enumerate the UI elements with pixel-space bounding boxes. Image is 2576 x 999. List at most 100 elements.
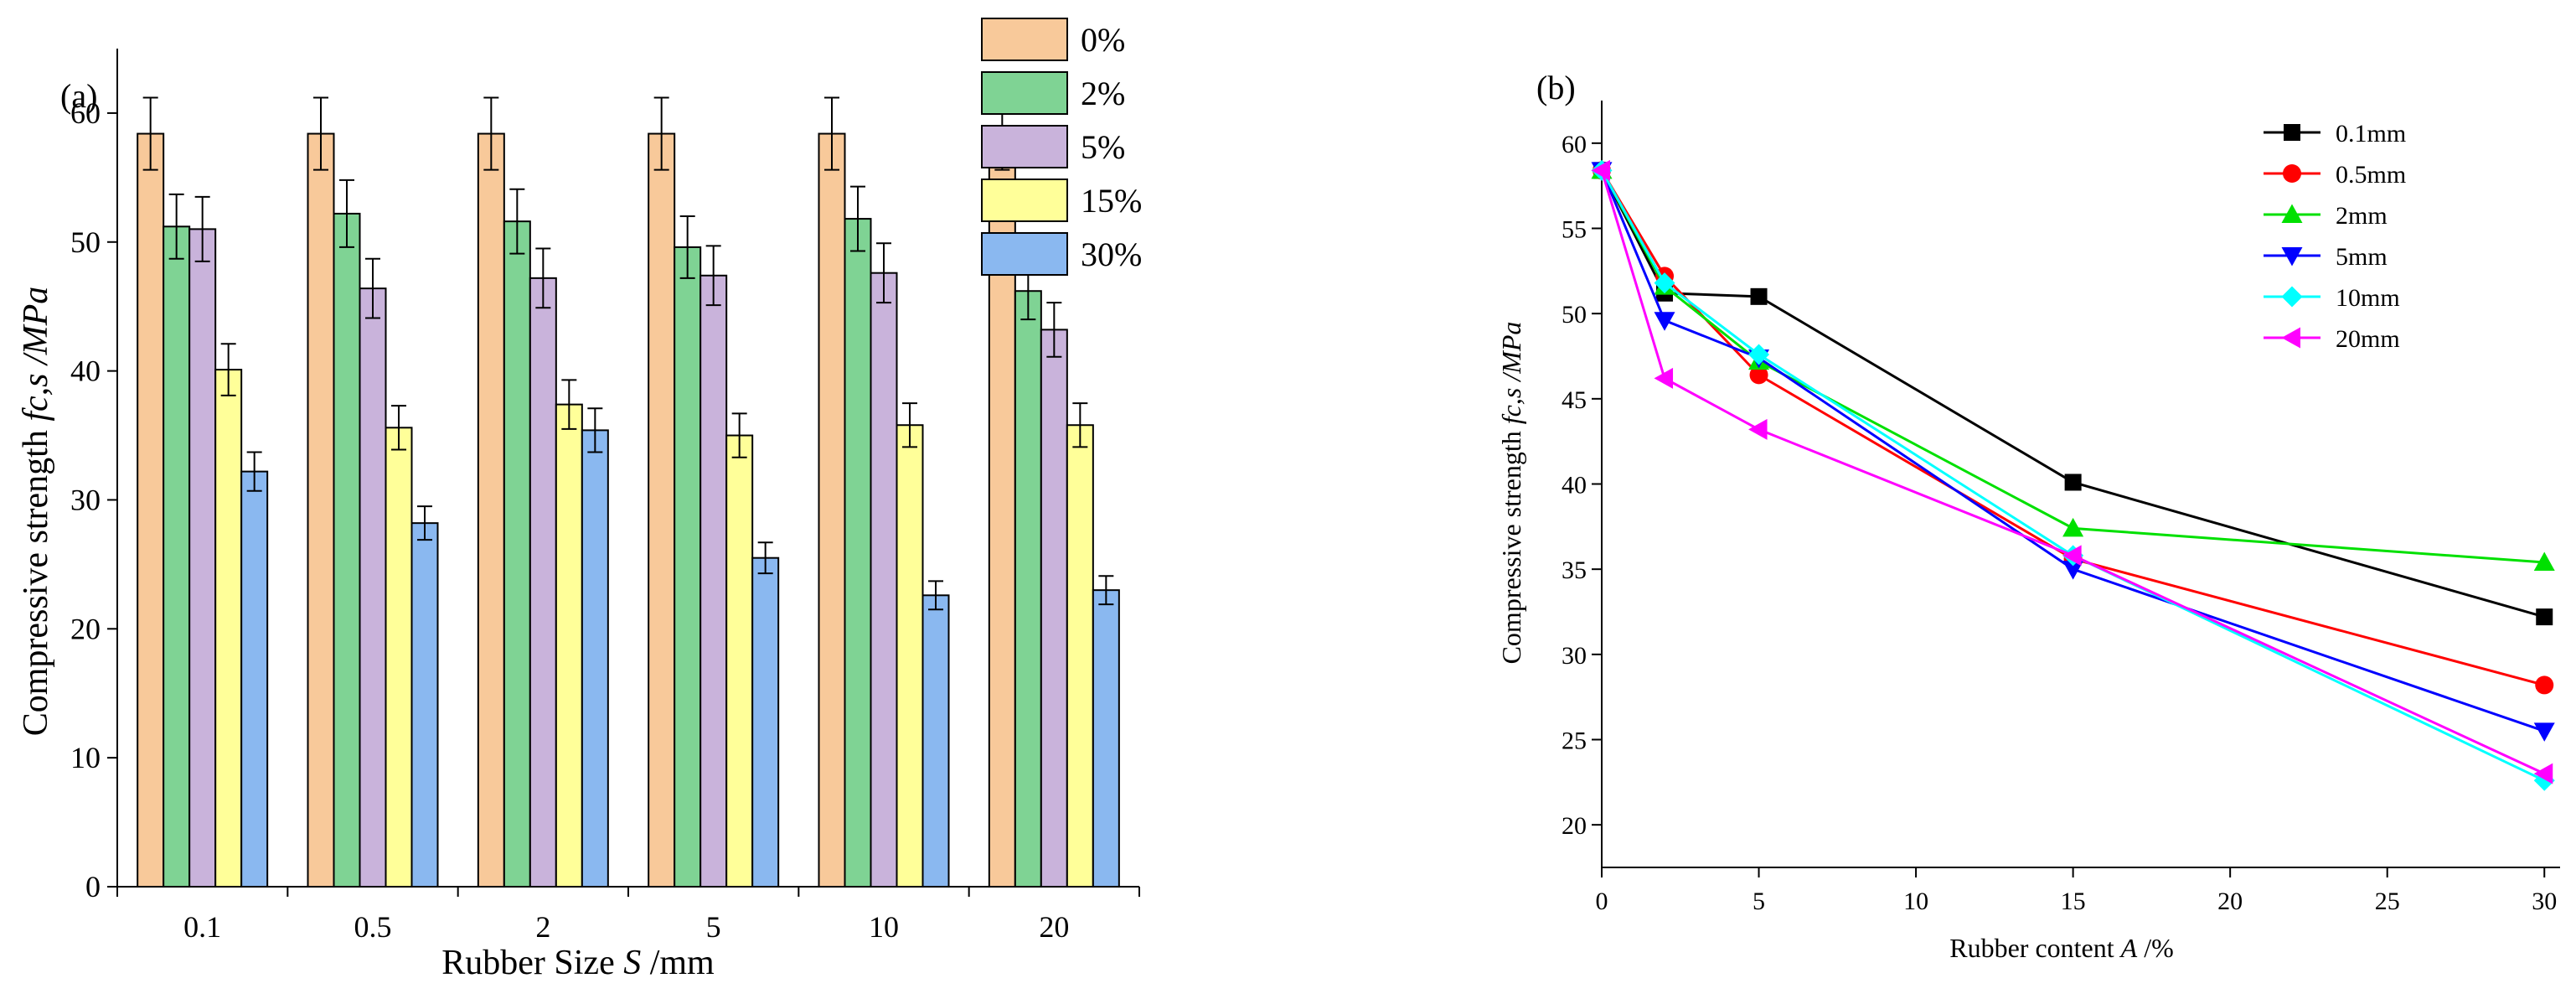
bar-10-2pct [844, 218, 872, 888]
bar-2-2pct [503, 220, 531, 888]
bar-20-30pct [1092, 589, 1120, 888]
panel-b-label: (b) [1536, 69, 1576, 106]
x-tick-label: 5 [706, 910, 721, 944]
bar-0.1-2pct [163, 225, 191, 888]
panel-a-axes: 0.1 0.5 2 5 10 20 0 10 20 30 40 50 60 [70, 49, 1140, 944]
x-tick-label: 10 [1903, 888, 1928, 915]
legend-marker-5mm [2281, 247, 2303, 267]
bar-0.1-0pct [137, 132, 165, 888]
bar-20-5pct [1040, 329, 1068, 888]
bar-0.1-30pct [240, 470, 269, 888]
bar-20-15pct [1066, 424, 1094, 888]
point-0.1mm-5 [1750, 287, 1768, 305]
x-tick-label: 20 [1039, 910, 1069, 944]
x-tick-label: 2 [535, 910, 550, 944]
point-0.1mm-30 [2536, 608, 2553, 626]
bar-2-5pct [529, 277, 557, 888]
legend-label-0pct: 0% [1081, 21, 1125, 59]
legend-label-0.1mm: 0.1mm [2336, 120, 2406, 148]
point-20mm-2 [1654, 367, 1674, 389]
legend-swatch-0pct [981, 18, 1068, 61]
panel-b-y-axis-label: Compressive strength fc,s /MPa [1496, 322, 1526, 665]
y-tick-label: 60 [70, 96, 101, 130]
bar-2-30pct [581, 429, 609, 888]
legend-swatch-5pct [981, 125, 1068, 168]
legend-label-30pct: 30% [1081, 236, 1142, 273]
legend-marker-10mm [2281, 286, 2303, 308]
y-tick-label: 20 [1562, 812, 1587, 840]
x-tick-label: 10 [869, 910, 899, 944]
bar-0.1-5pct [188, 228, 217, 888]
bar-5-5pct [699, 274, 728, 888]
legend-marker-0.1mm [2284, 124, 2300, 141]
x-tick-label: 0.1 [183, 910, 221, 944]
y-tick-label: 60 [1562, 131, 1587, 158]
point-10mm-5 [1748, 344, 1770, 365]
legend-marker-20mm [2281, 327, 2300, 349]
point-10mm-2 [1654, 272, 1675, 294]
bar-0.5-5pct [359, 287, 387, 888]
legend-swatch-2pct [981, 71, 1068, 115]
panel-a-label: (a) [60, 77, 97, 115]
legend-label-20mm: 20mm [2336, 325, 2400, 353]
legend-label-2mm: 2mm [2336, 202, 2388, 230]
y-tick-label: 40 [70, 355, 101, 388]
bar-10-5pct [870, 272, 898, 888]
bar-5-0pct [648, 132, 676, 888]
point-5mm-2 [1654, 312, 1675, 331]
panel-b-x-axis-label: Rubber content A /% [1949, 933, 2173, 963]
point-0.5mm-5 [1749, 365, 1768, 385]
legend-swatch-30pct [981, 232, 1068, 276]
x-tick-label: 20 [2217, 888, 2243, 915]
legend-label-10mm: 10mm [2336, 284, 2400, 312]
y-tick-label: 45 [1562, 386, 1587, 414]
legend-marker-0.5mm [2283, 164, 2301, 183]
bar-0.5-0pct [307, 132, 335, 888]
point-2mm-30 [2533, 551, 2555, 572]
bar-5-15pct [725, 434, 754, 888]
y-tick-label: 50 [70, 225, 101, 259]
y-tick-label: 30 [70, 483, 101, 516]
point-0.1mm-15 [2064, 474, 2082, 491]
panel-a-bar-chart: (a) 0.1 0.5 2 5 10 20 0 10 20 30 40 50 60 0% 2% 5% 15% 3… [17, 18, 1142, 982]
y-tick-label: 30 [1562, 642, 1587, 670]
bar-2-0pct [477, 132, 505, 888]
y-tick-label: 0 [85, 870, 101, 903]
point-20mm-15 [2062, 545, 2082, 567]
bar-10-30pct [921, 594, 950, 888]
x-tick-label: 25 [2375, 888, 2400, 915]
point-20mm-30 [2533, 763, 2553, 784]
point-0.5mm-30 [2535, 675, 2554, 695]
x-tick-label: 0 [1596, 888, 1608, 915]
panel-b-legend: 0.1mm 0.5mm 2mm 5mm 10mm 20mm [2264, 120, 2406, 353]
x-tick-label: 5 [1753, 888, 1765, 915]
bar-2-15pct [555, 403, 583, 888]
bar-5-30pct [751, 556, 780, 888]
legend-marker-2mm [2281, 204, 2303, 223]
point-5mm-15 [2062, 561, 2084, 580]
y-tick-label: 10 [70, 741, 101, 774]
panel-a-legend: 0% 2% 5% 15% 30% [981, 18, 1142, 276]
point-20mm-0 [1591, 159, 1610, 181]
point-20mm-5 [1748, 418, 1768, 440]
y-tick-label: 35 [1562, 556, 1587, 584]
legend-swatch-15pct [981, 179, 1068, 222]
point-5mm-30 [2533, 722, 2555, 742]
bar-10-15pct [896, 424, 924, 888]
y-tick-label: 50 [1562, 301, 1587, 329]
point-2mm-15 [2062, 517, 2084, 537]
legend-label-15pct: 15% [1081, 182, 1142, 220]
legend-label-5mm: 5mm [2336, 243, 2388, 271]
panel-a-x-axis-label: Rubber Size S /mm [441, 944, 715, 982]
bar-0.5-30pct [410, 522, 439, 888]
bar-20-2pct [1014, 290, 1042, 888]
bar-5-2pct [674, 246, 702, 888]
panel-b-axes: 20 25 30 35 40 45 50 55 60 0 5 10 15 20 25 30 [1562, 101, 2560, 915]
bar-0.5-15pct [385, 427, 413, 888]
panel-a-y-axis-label: Compressive strength fc,s /MPa [17, 287, 55, 737]
panel-b-marks [1591, 159, 2555, 791]
bar-10-0pct [818, 132, 846, 888]
x-tick-label: 0.5 [354, 910, 392, 944]
bar-0.5-2pct [333, 212, 361, 888]
panel-b-line-chart: (b) 20 25 30 35 40 45 50 55 60 0 5 10 15 20 25 30 0.1mm… [1496, 69, 2560, 963]
